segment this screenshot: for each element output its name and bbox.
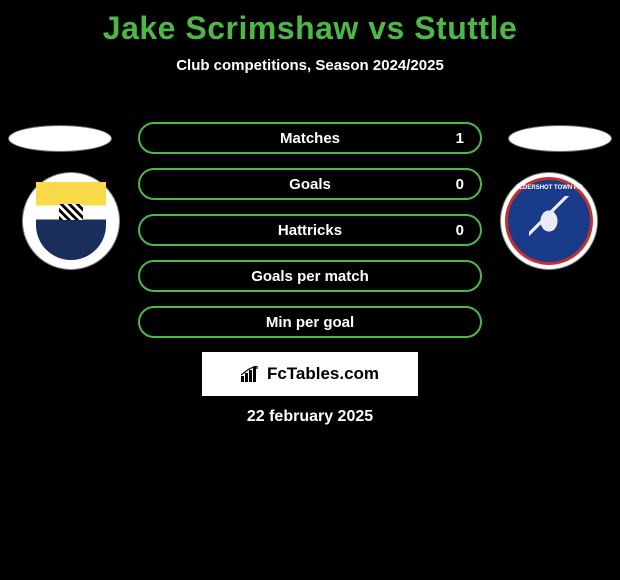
subtitle: Club competitions, Season 2024/2025 bbox=[0, 57, 620, 74]
player-photo-left bbox=[8, 125, 112, 152]
club-badge-left bbox=[22, 172, 120, 270]
stat-label: Matches bbox=[280, 130, 340, 147]
stat-row-hattricks: Hattricks 0 bbox=[138, 214, 482, 246]
stat-label: Goals bbox=[289, 176, 331, 193]
stat-row-goals: Goals 0 bbox=[138, 168, 482, 200]
stat-value-right: 0 bbox=[456, 222, 464, 239]
date-label: 22 february 2025 bbox=[0, 408, 620, 426]
eastleigh-crest-icon bbox=[36, 182, 106, 260]
stat-label: Goals per match bbox=[251, 268, 369, 285]
stat-row-goals-per-match: Goals per match bbox=[138, 260, 482, 292]
stat-value-right: 0 bbox=[456, 176, 464, 193]
stats-list: Matches 1 Goals 0 Hattricks 0 Goals per … bbox=[138, 122, 482, 352]
bar-chart-icon bbox=[241, 366, 261, 382]
aldershot-crest-icon bbox=[505, 177, 593, 265]
brand-badge[interactable]: FcTables.com bbox=[202, 352, 418, 396]
club-badge-right bbox=[500, 172, 598, 270]
stat-label: Min per goal bbox=[266, 314, 354, 331]
stat-row-min-per-goal: Min per goal bbox=[138, 306, 482, 338]
stat-label: Hattricks bbox=[278, 222, 342, 239]
stat-row-matches: Matches 1 bbox=[138, 122, 482, 154]
stat-value-right: 1 bbox=[456, 130, 464, 147]
brand-text: FcTables.com bbox=[267, 364, 379, 384]
page-title: Jake Scrimshaw vs Stuttle bbox=[0, 0, 620, 47]
player-photo-right bbox=[508, 125, 612, 152]
